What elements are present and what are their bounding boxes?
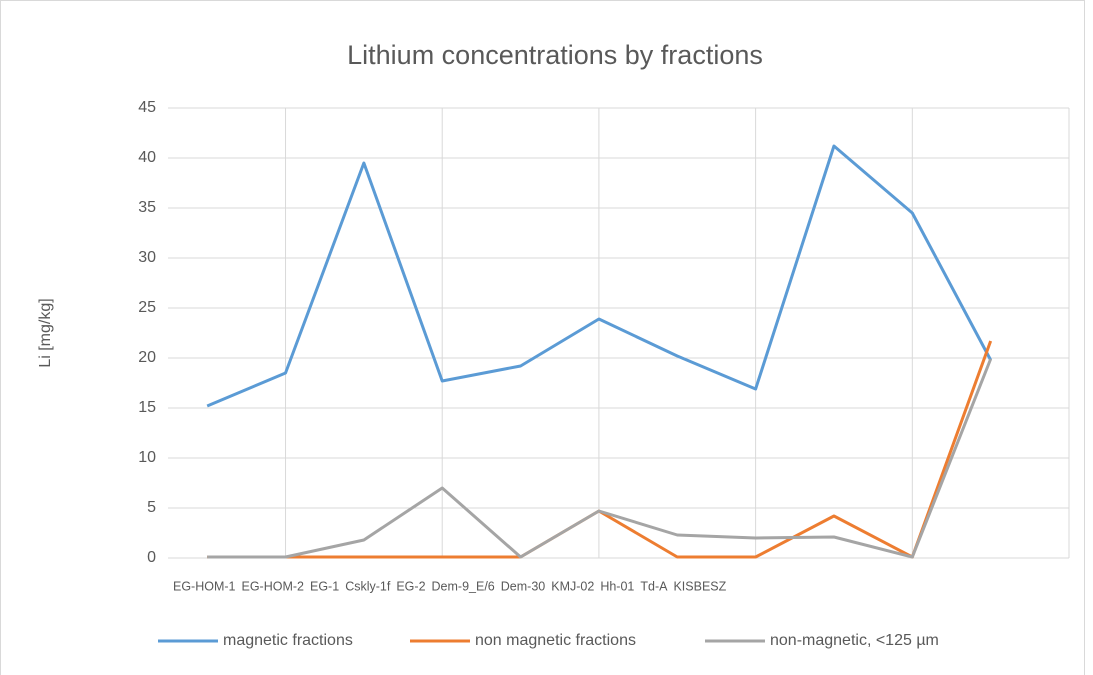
line-series (207, 358, 993, 559)
legend-label: non magnetic fractions (475, 632, 636, 649)
y-axis-label: Li [mg/kg] (37, 298, 54, 367)
legend-label: magnetic fractions (223, 632, 353, 649)
y-tick-label: 40 (138, 149, 156, 166)
x-tick-label: KMJ-02 (551, 579, 594, 593)
y-tick-label: 45 (138, 99, 156, 116)
y-tick-label: 15 (138, 399, 156, 416)
y-tick-label: 30 (138, 249, 156, 266)
y-tick-label: 20 (138, 349, 156, 366)
y-tick-label: 5 (147, 499, 156, 516)
chart-title: Lithium concentrations by fractions (347, 40, 763, 70)
x-tick-label: EG-1 (310, 579, 339, 593)
y-tick-label: 25 (138, 299, 156, 316)
x-tick-label: Hh-01 (600, 579, 634, 593)
x-tick-label: KISBESZ (673, 579, 726, 593)
x-tick-label: Td-A (640, 579, 668, 593)
line-series (206, 144, 992, 408)
x-tick-label: EG-HOM-2 (242, 579, 305, 593)
x-tick-label: EG-HOM-1 (173, 579, 236, 593)
y-tick-label: 35 (138, 199, 156, 216)
x-tick-label: Dem-9_E/6 (432, 579, 495, 593)
y-tick-label: 0 (147, 549, 156, 566)
y-tick-label: 10 (138, 449, 156, 466)
x-tick-label: EG-2 (396, 579, 425, 593)
x-tick-label: Cskly-1f (345, 579, 391, 593)
x-tick-label: Dem-30 (501, 579, 546, 593)
legend-label: non-magnetic, <125 µm (770, 632, 939, 649)
